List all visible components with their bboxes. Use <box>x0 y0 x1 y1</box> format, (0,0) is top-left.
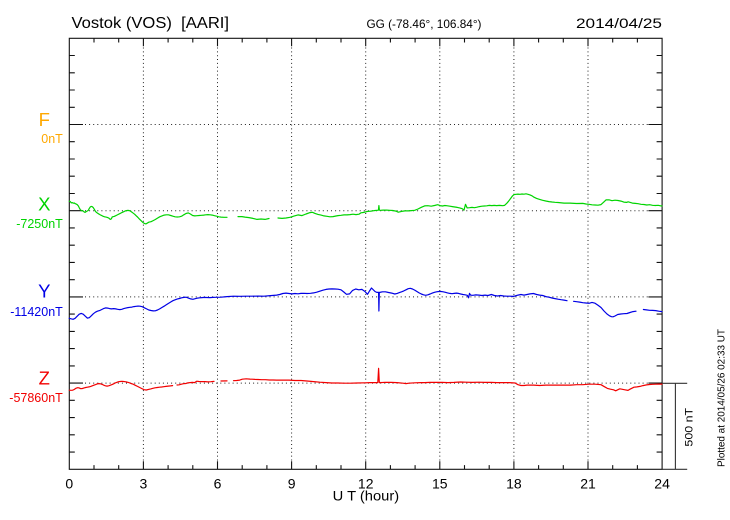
svg-text:3: 3 <box>140 475 148 491</box>
svg-text:-57860nT: -57860nT <box>9 391 63 405</box>
svg-text:U T (hour): U T (hour) <box>333 488 400 504</box>
svg-text:24: 24 <box>654 475 670 491</box>
svg-text:F: F <box>39 109 50 130</box>
svg-text:18: 18 <box>506 475 522 491</box>
svg-text:21: 21 <box>580 475 596 491</box>
svg-text:Z: Z <box>39 367 50 388</box>
svg-text:-7250nT: -7250nT <box>16 217 63 231</box>
svg-text:0nT: 0nT <box>41 132 63 146</box>
svg-text:Y: Y <box>38 280 50 301</box>
svg-text:15: 15 <box>432 475 448 491</box>
svg-text:12: 12 <box>358 475 374 491</box>
svg-text:500 nT: 500 nT <box>683 408 695 447</box>
svg-text:Vostok (VOS) [AARI]: Vostok (VOS) [AARI] <box>72 15 229 32</box>
svg-text:0: 0 <box>65 475 73 491</box>
svg-text:2014/04/25: 2014/04/25 <box>576 15 662 31</box>
svg-text:9: 9 <box>288 475 296 491</box>
svg-text:-11420nT: -11420nT <box>10 305 63 319</box>
svg-text:6: 6 <box>214 475 222 491</box>
svg-text:X: X <box>38 193 50 214</box>
svg-text:GG (-78.46°, 106.84°): GG (-78.46°, 106.84°) <box>367 17 482 31</box>
svg-text:Plotted at 2014/05/26 02:33 UT: Plotted at 2014/05/26 02:33 UT <box>716 329 727 467</box>
